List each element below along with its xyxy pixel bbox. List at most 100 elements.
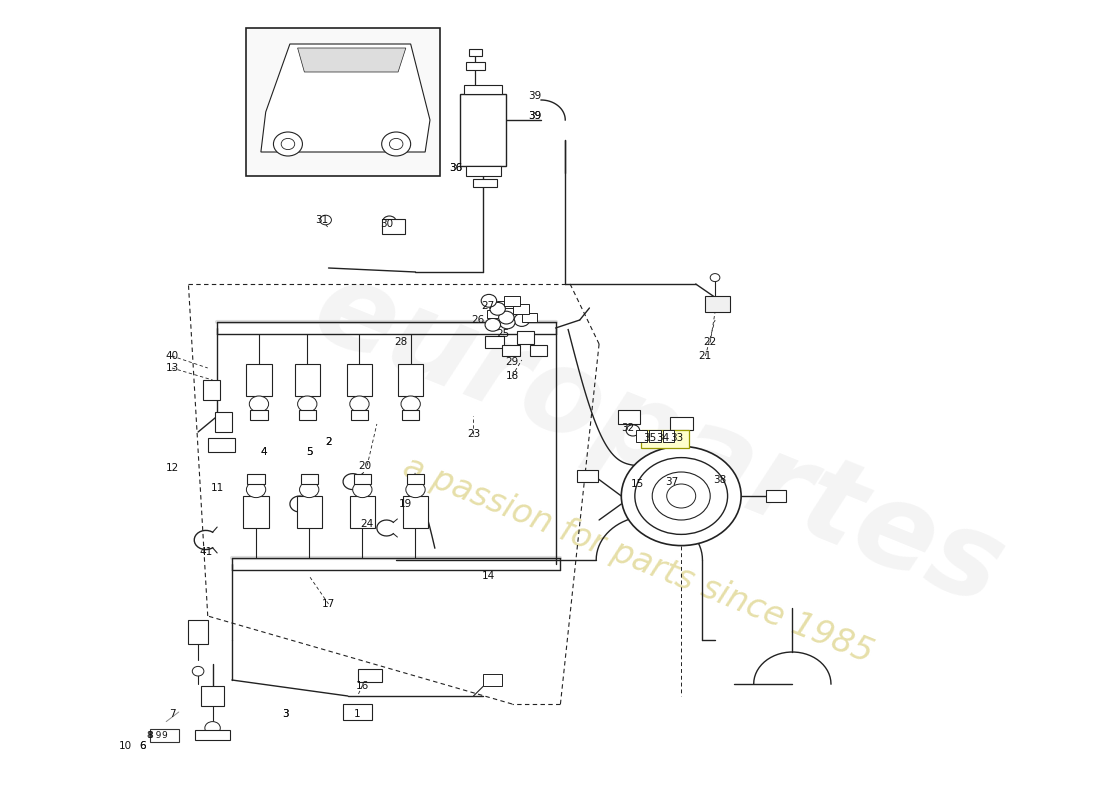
Text: 39: 39 [528,91,541,101]
Bar [243,496,268,528]
Circle shape [353,482,372,498]
Text: 37: 37 [664,478,679,487]
Circle shape [298,396,317,412]
Bar [517,331,535,344]
Text: 5: 5 [306,447,312,457]
Circle shape [514,314,529,326]
Bar [705,296,729,312]
Text: 41: 41 [199,547,212,557]
Text: 24: 24 [361,519,374,529]
Bar [407,474,425,484]
Circle shape [481,294,497,307]
Text: 34: 34 [657,434,670,443]
Text: 6: 6 [140,741,146,750]
Bar [295,364,320,396]
Text: 29: 29 [506,358,519,367]
Bar [150,729,179,742]
Text: 4: 4 [261,447,267,457]
Text: 2: 2 [326,437,332,446]
Text: 5: 5 [306,447,312,457]
Text: 40: 40 [165,351,178,361]
Bar [297,496,322,528]
Circle shape [389,138,403,150]
Text: 6: 6 [140,741,146,750]
Text: 39: 39 [528,111,541,121]
Bar [576,470,598,482]
Bar [402,410,419,420]
Circle shape [499,316,515,329]
Text: 11: 11 [211,483,224,493]
Bar [513,304,528,314]
Bar [251,410,267,420]
Text: 15: 15 [631,479,645,489]
Text: 3: 3 [282,709,288,718]
Bar [521,313,537,322]
Text: 8: 8 [147,730,153,740]
Circle shape [490,302,505,315]
Circle shape [382,132,410,156]
Bar [188,620,208,644]
Bar [505,296,520,306]
Bar [485,336,505,348]
Text: 16: 16 [355,681,368,690]
Text: 27: 27 [482,301,495,310]
Circle shape [406,482,426,498]
Circle shape [711,274,719,282]
Bar [636,430,648,442]
Bar [460,94,506,166]
Bar [483,674,503,686]
Circle shape [320,215,331,225]
Circle shape [299,482,319,498]
Circle shape [621,446,741,546]
Text: 3: 3 [282,709,288,718]
Circle shape [626,425,640,436]
Polygon shape [298,48,406,72]
Bar [214,412,232,432]
Bar [473,179,497,187]
Bar [246,28,440,176]
Bar [649,430,661,442]
Bar [670,417,693,430]
Bar [382,219,405,234]
Circle shape [652,472,711,520]
Polygon shape [261,44,430,152]
Text: 36: 36 [450,163,463,173]
Bar [640,430,689,448]
Text: 2: 2 [326,437,332,446]
Bar [403,496,428,528]
Text: 21: 21 [698,351,712,361]
Bar [208,438,234,452]
Text: 22: 22 [704,338,717,347]
Bar [529,345,547,356]
Text: 14: 14 [482,571,495,581]
Bar [465,166,501,176]
Text: 25: 25 [496,330,509,339]
Circle shape [192,666,204,676]
Text: 39: 39 [528,111,541,121]
Text: 7: 7 [168,709,175,718]
Text: 33: 33 [670,434,683,443]
Bar [246,364,272,396]
Circle shape [402,396,420,412]
Circle shape [246,482,266,498]
Bar [346,364,372,396]
Bar [469,49,482,56]
Text: 31: 31 [315,215,329,225]
Text: 32: 32 [621,423,635,433]
Circle shape [485,318,501,331]
Circle shape [250,396,268,412]
Text: 36: 36 [450,163,463,173]
Text: 28: 28 [395,337,408,346]
Text: 10: 10 [119,741,132,750]
Text: 12: 12 [165,463,178,473]
Bar [350,496,375,528]
Bar [618,410,640,424]
Bar [503,345,520,356]
Bar [767,490,785,502]
Circle shape [350,396,370,412]
Bar [201,686,224,706]
Bar [398,364,424,396]
Circle shape [635,458,727,534]
Text: 13: 13 [165,363,178,373]
Text: 23: 23 [466,429,480,438]
